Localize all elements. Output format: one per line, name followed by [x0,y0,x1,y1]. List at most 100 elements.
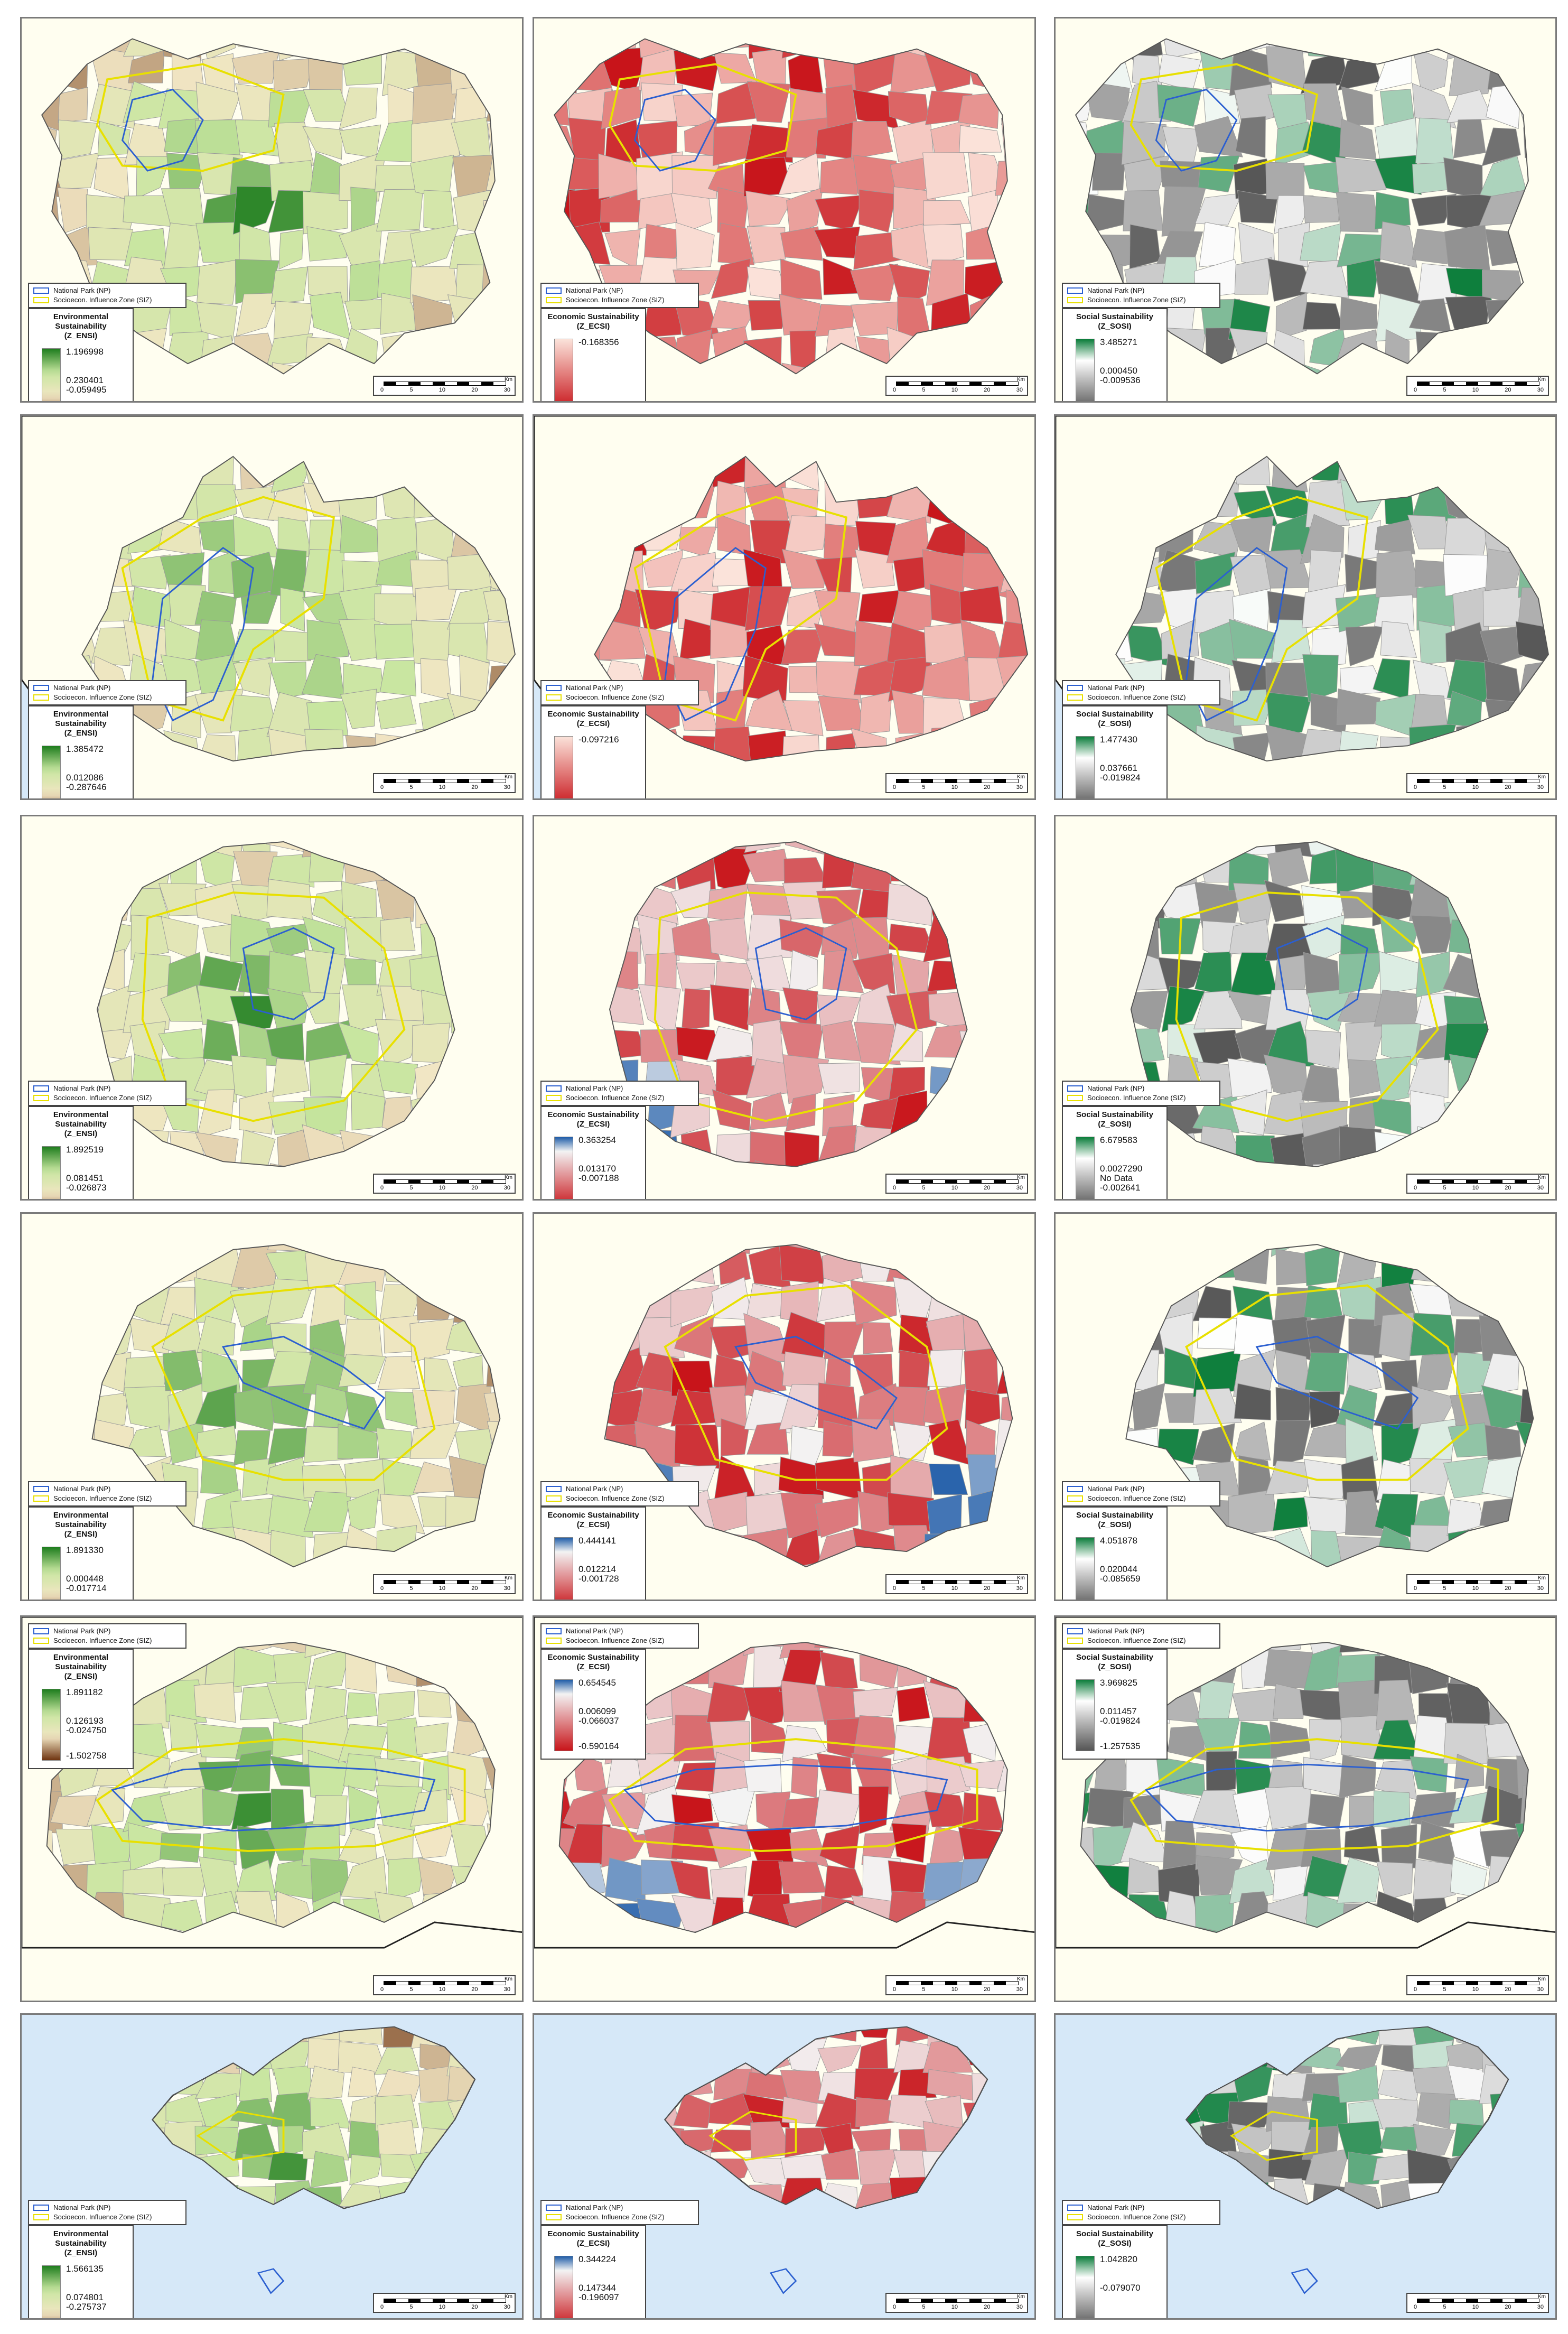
boundary-legend: National Park (NP) Socioecon. Influence … [28,680,186,705]
municipality-cell [493,2208,524,2242]
municipality-cell [676,367,712,374]
municipality-cell [1517,261,1528,306]
municipality-cell [824,1321,865,1360]
municipality-cell [1059,819,1087,859]
legend-title: Social Sustainability [1076,1653,1153,1662]
municipality-cell [304,1165,353,1167]
municipality-cell [965,1389,1001,1429]
municipality-cell [1339,1754,1377,1799]
municipality-cell [1308,1793,1346,1830]
municipality-cell [347,1489,379,1532]
legend-siz-row: Socioecon. Influence Zone (SIZ) [1067,1093,1215,1103]
legend-value: 0.020044 [1100,1564,1137,1574]
municipality-cell [928,1092,967,1140]
siz-label: Socioecon. Influence Zone (SIZ) [53,693,152,701]
municipality-cell [996,1350,1013,1394]
municipality-cell [1000,52,1007,86]
municipality-cell [92,1392,128,1429]
municipality-cell [1417,1244,1452,1250]
municipality-cell [605,1244,643,1287]
scale-bar: Km 0 5 10 20 30 [1406,1574,1549,1594]
municipality-cell [97,854,137,890]
municipality-cell [240,2207,277,2209]
municipality-cell [1375,519,1415,555]
municipality-cell [1001,2177,1036,2214]
map-panel-env-1: National Park (NP) Socioecon. Influence … [20,17,524,403]
municipality-cell [1305,1969,1350,2002]
municipality-cell [708,1824,751,1868]
municipality-cell [744,1351,787,1396]
municipality-cell [1336,1536,1387,1567]
color-ramp [554,1679,573,1751]
scale-tick: 30 [1016,387,1023,393]
municipality-cell [410,1927,455,1933]
municipality-cell [239,1090,275,1135]
municipality-cell [925,2205,967,2209]
municipality-cell [608,2017,646,2048]
municipality-cell [1486,1055,1488,1102]
municipality-cell [852,39,900,54]
legend-value: 0.444141 [578,1536,616,1546]
municipality-cell [1057,1314,1094,1359]
scale-unit: Km [505,2294,512,2300]
scale-tick: 0 [1414,387,1417,393]
np-label: National Park (NP) [566,684,623,692]
municipality-cell [967,58,1007,92]
municipality-cell [712,1089,752,1131]
municipality-cell [447,2236,492,2269]
municipality-cell [996,1498,1013,1539]
scale-tick: 30 [1016,784,1023,791]
municipality-cell [1415,1023,1454,1063]
municipality-cell [487,1929,495,1933]
legend-title: Economic Sustainability [547,2229,639,2238]
legend-value: -1.074761 [1100,798,1141,800]
municipality-cell [958,92,1000,129]
municipality-cell [963,2102,987,2132]
study-area-outline [594,455,1028,762]
municipality-cell [1407,842,1445,857]
municipality-cell [376,2262,418,2295]
siz-swatch [546,694,562,701]
municipality-cell [665,2068,683,2102]
municipality-cell [1229,328,1268,367]
municipality-cell [712,1244,753,1254]
municipality-cell [232,2263,277,2292]
municipality-cell [1231,2261,1274,2294]
map-panel-eco-6: National Park (NP) Socioecon. Influence … [533,2013,1036,2320]
municipality-cell [239,364,281,374]
scale-tick: 5 [409,2304,413,2310]
municipality-cell [747,2295,792,2320]
municipality-cell [1194,116,1243,157]
municipality-cell [1410,1458,1452,1496]
scale-bar-graphic [1417,1981,1539,1985]
legend-np-row: National Park (NP) [1067,1626,1215,1636]
municipality-cell [997,2151,1036,2186]
scale-tick: 20 [1505,2304,1511,2310]
municipality-cell [97,2015,126,2045]
siz-boundary [1175,891,1439,1122]
municipality-cell [569,1962,613,2002]
municipality-cell [1524,2015,1557,2044]
municipality-cell [197,2233,242,2269]
municipality-cell [1489,329,1528,370]
scale-bar-graphic [384,1981,506,1985]
municipality-cell [1380,621,1417,658]
municipality-cell [159,1244,209,1257]
scale-tick: 0 [380,1185,384,1191]
municipality-cell [1097,2040,1133,2071]
municipality-cell [380,1248,425,1284]
municipality-cell [1186,2120,1204,2161]
municipality-cell [671,1361,714,1397]
legend-subtitle: (Z_SOSI) [1098,322,1132,331]
municipality-cell [1412,47,1449,94]
legend-title: Social Sustainability [1076,710,1153,719]
municipality-cell [927,1717,972,1764]
scale-tick: 10 [1472,1986,1479,1993]
legend-title: Environmental Sustainability [53,1110,109,1129]
municipality-cell [338,2263,386,2297]
legend-siz-row: Socioecon. Influence Zone (SIZ) [33,295,181,305]
municipality-cell [851,2238,898,2270]
municipality-cell [303,2204,347,2209]
municipality-cell [1339,2238,1380,2266]
municipality-cell [1489,1021,1525,1064]
